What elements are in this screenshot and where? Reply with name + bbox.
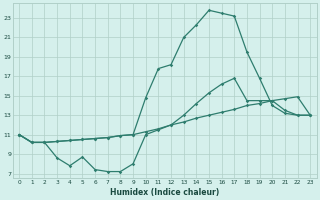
X-axis label: Humidex (Indice chaleur): Humidex (Indice chaleur) xyxy=(110,188,219,197)
